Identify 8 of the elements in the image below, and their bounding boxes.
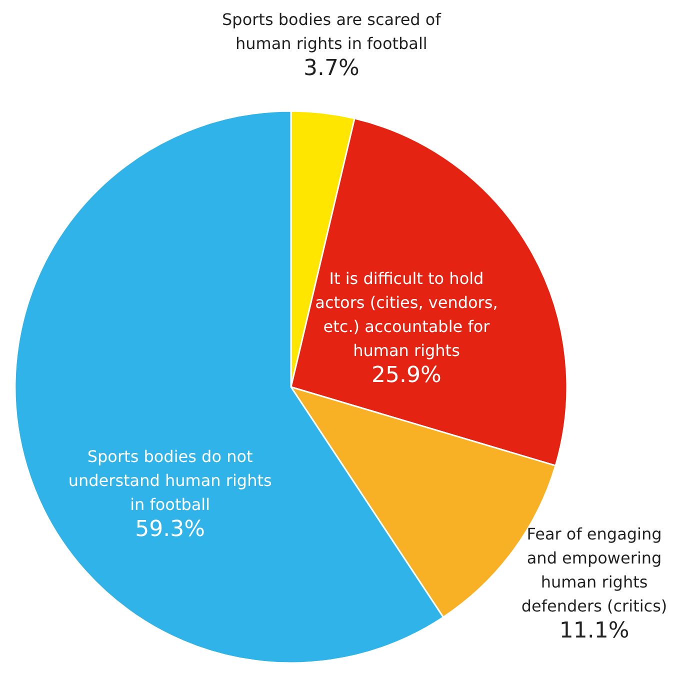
slice-label: Fear of engaging and empowering human rights defenders (critics) [521,524,668,616]
slice-label: It is difficult to hold actors (cities, vendors, etc.) accountable for human rights [315,268,498,360]
data-label: 11.1% [559,618,630,644]
data-label: 3.7% [303,56,360,82]
data-label: 25.9% [372,362,442,388]
slice-label: Sports bodies do not understand human rights in football [68,446,272,514]
slice-label: Sports bodies are scared of human rights in football [222,10,442,54]
data-label: 59.3% [135,516,206,542]
